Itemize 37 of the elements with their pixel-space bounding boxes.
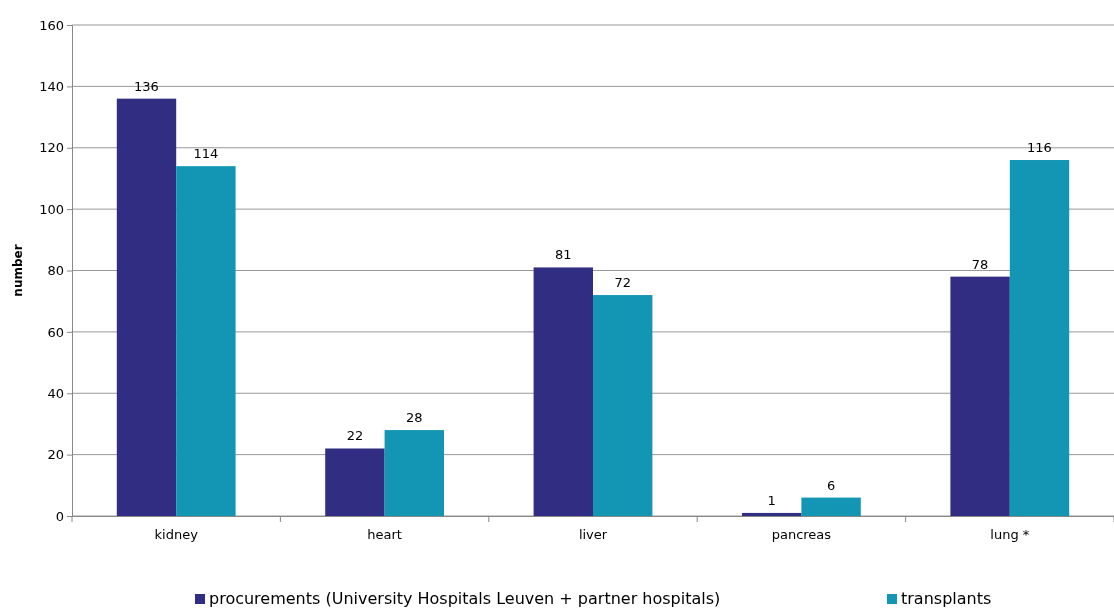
x-tick-label: lung * [990,527,1030,543]
legend-label: procurements (University Hospitals Leuven + partner hospitals) [209,589,721,608]
data-label: 114 [193,146,219,162]
bar [116,98,177,516]
bar [384,430,444,516]
y-tick-label: 0 [55,508,64,524]
bar [950,276,1010,516]
data-label: 22 [346,428,364,444]
bar [801,497,861,516]
y-axis-title: number [11,244,25,297]
legend-label: transplants [901,589,992,608]
y-tick-label: 40 [47,385,64,401]
data-label: 136 [134,78,159,94]
bar [742,512,802,516]
x-tick-label: heart [367,527,402,543]
bar [593,295,653,516]
data-label: 72 [614,275,631,291]
x-tick-label: pancreas [771,527,832,543]
data-label: 116 [1027,140,1052,156]
y-tick-label: 160 [39,17,64,33]
data-label: 78 [971,256,989,272]
y-tick-label: 60 [47,324,64,340]
data-label: 28 [406,410,423,426]
y-tick-label: 140 [39,79,64,95]
y-tick-label: 120 [39,140,64,156]
bar [176,166,236,516]
bar [533,267,593,516]
y-tick-label: 20 [47,447,64,463]
bar [325,448,385,516]
data-label: 81 [555,247,572,263]
x-tick-label: kidney [154,527,199,543]
data-label: 6 [826,477,836,493]
y-tick-label: 100 [39,201,64,217]
x-tick-label: liver [578,527,608,543]
bar [1009,160,1070,516]
y-tick-label: 80 [47,263,64,279]
data-label: 1 [767,492,776,508]
